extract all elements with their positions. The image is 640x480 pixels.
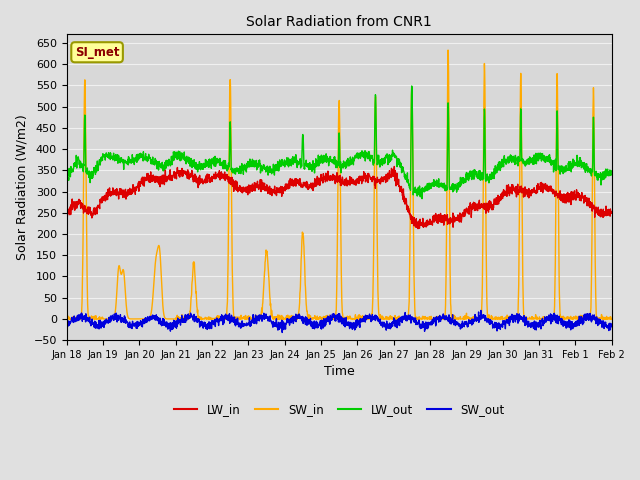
Line: SW_in: SW_in <box>67 50 612 319</box>
Legend: LW_in, SW_in, LW_out, SW_out: LW_in, SW_in, LW_out, SW_out <box>169 398 509 420</box>
SW_in <box>63 316 70 322</box>
LW_in <box>390 164 398 169</box>
Text: SI_met: SI_met <box>75 46 119 59</box>
LW_in <box>355 174 362 180</box>
LW_out <box>575 158 583 164</box>
SW_in <box>560 316 568 322</box>
LW_in <box>560 191 568 197</box>
Line: LW_out: LW_out <box>67 86 612 199</box>
LW_out <box>215 158 223 164</box>
SW_in <box>575 316 583 322</box>
LW_in <box>498 193 506 199</box>
LW_out <box>498 164 506 170</box>
X-axis label: Time: Time <box>324 365 355 379</box>
Title: Solar Radiation from CNR1: Solar Radiation from CNR1 <box>246 15 432 29</box>
SW_in <box>215 316 223 322</box>
SW_out <box>367 317 374 323</box>
SW_out <box>355 318 363 324</box>
LW_out <box>355 155 362 161</box>
LW_in <box>367 177 374 182</box>
SW_in <box>63 316 71 322</box>
Line: SW_out: SW_out <box>67 311 612 333</box>
SW_in <box>444 47 452 53</box>
LW_in <box>608 210 616 216</box>
LW_in <box>215 174 223 180</box>
SW_in <box>367 316 374 322</box>
SW_in <box>608 316 616 322</box>
LW_out <box>63 181 70 187</box>
LW_in <box>575 194 583 200</box>
SW_out <box>575 323 583 328</box>
SW_out <box>477 308 484 313</box>
LW_in <box>63 214 70 219</box>
SW_in <box>355 315 363 321</box>
LW_in <box>414 226 422 231</box>
SW_out <box>608 323 616 328</box>
Line: LW_in: LW_in <box>67 167 612 228</box>
SW_out <box>560 319 568 324</box>
SW_out <box>498 323 506 329</box>
LW_out <box>560 169 568 175</box>
LW_out <box>418 196 426 202</box>
LW_out <box>408 83 415 89</box>
LW_out <box>608 168 616 174</box>
SW_in <box>498 316 506 322</box>
Y-axis label: Solar Radiation (W/m2): Solar Radiation (W/m2) <box>15 114 28 260</box>
LW_out <box>367 153 374 158</box>
SW_out <box>278 330 286 336</box>
SW_out <box>215 323 223 328</box>
SW_out <box>63 319 70 325</box>
